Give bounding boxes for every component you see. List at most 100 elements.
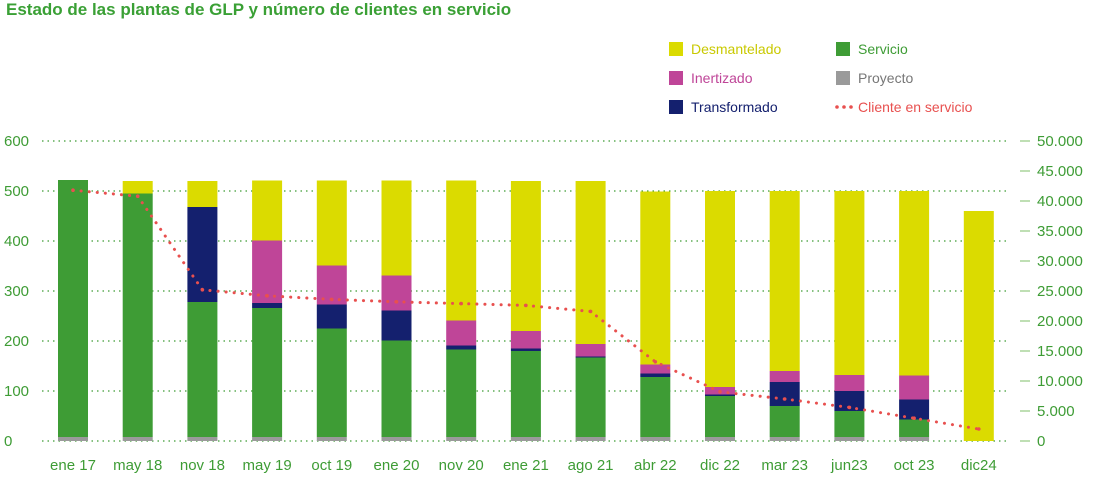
line-point bbox=[782, 397, 787, 401]
bar-servicio bbox=[58, 180, 88, 437]
y-tick-label: 400 bbox=[4, 233, 29, 250]
bar-proyecto bbox=[899, 437, 930, 441]
bar-transformado bbox=[316, 304, 347, 329]
bar-proyecto bbox=[575, 437, 606, 441]
y2-tick-label: 0 bbox=[1037, 433, 1045, 450]
bar-proyecto bbox=[834, 437, 865, 441]
line-point bbox=[459, 301, 464, 306]
y2-tick-label: 35.000 bbox=[1037, 223, 1083, 240]
legend-swatch bbox=[669, 100, 683, 114]
line-point bbox=[330, 297, 334, 302]
legend-swatch bbox=[669, 71, 683, 85]
line-point bbox=[588, 309, 593, 314]
bar-transformado bbox=[705, 394, 735, 396]
x-tick-label: jun23 bbox=[830, 457, 868, 474]
bar-servicio bbox=[705, 396, 735, 437]
legend-label: Proyecto bbox=[858, 70, 913, 86]
y-tick-label: 600 bbox=[4, 133, 29, 150]
bar-transformado bbox=[899, 399, 930, 420]
bar-desmantelado bbox=[963, 211, 994, 441]
bar-desmantelado bbox=[316, 180, 347, 266]
bar-servicio bbox=[510, 351, 541, 437]
legend-label: Desmantelado bbox=[691, 41, 781, 57]
legend-label: Transformado bbox=[691, 99, 778, 115]
bar-inertizado bbox=[899, 375, 930, 400]
bar-servicio bbox=[769, 406, 800, 437]
line-point bbox=[653, 360, 658, 364]
line-point bbox=[977, 427, 981, 431]
y2-tick-label: 10.000 bbox=[1037, 373, 1083, 390]
line-point bbox=[524, 303, 528, 308]
chart-title: Estado de las plantas de GLP y número de… bbox=[6, 0, 512, 19]
bar-proyecto bbox=[122, 437, 153, 441]
legend-swatch bbox=[836, 42, 850, 56]
y2-tick-label: 15.000 bbox=[1037, 343, 1083, 360]
bar-proyecto bbox=[381, 437, 412, 441]
y2-tick-label: 50.000 bbox=[1037, 133, 1083, 150]
bar-desmantelado bbox=[252, 180, 283, 241]
bar-proyecto bbox=[187, 437, 218, 441]
line-point bbox=[200, 288, 205, 292]
bar-desmantelado bbox=[122, 181, 153, 194]
bar-desmantelado bbox=[187, 181, 218, 207]
line-point bbox=[912, 416, 916, 421]
x-tick-label: abr 22 bbox=[634, 457, 677, 474]
y-tick-label: 500 bbox=[4, 183, 29, 200]
bar-transformado bbox=[640, 373, 671, 377]
y-tick-label: 100 bbox=[4, 383, 29, 400]
x-tick-label: ene 17 bbox=[50, 457, 96, 474]
bar-transformado bbox=[446, 345, 477, 350]
x-tick-label: may 19 bbox=[242, 457, 291, 474]
y-tick-label: 200 bbox=[4, 333, 29, 350]
y2-tick-label: 5.000 bbox=[1037, 403, 1075, 420]
legend-label: Cliente en servicio bbox=[858, 99, 973, 115]
bar-transformado bbox=[510, 348, 541, 351]
x-tick-label: nov 18 bbox=[180, 457, 225, 474]
x-tick-label: dic 22 bbox=[700, 457, 740, 474]
bar-desmantelado bbox=[899, 191, 930, 376]
bar-transformado bbox=[575, 356, 606, 358]
bar-proyecto bbox=[316, 437, 347, 441]
x-tick-label: ene 21 bbox=[503, 457, 549, 474]
bar-transformado bbox=[769, 382, 800, 406]
line-point bbox=[718, 390, 722, 394]
legend-swatch bbox=[669, 42, 683, 56]
x-tick-label: oct 23 bbox=[894, 457, 935, 474]
bar-proyecto bbox=[640, 437, 671, 441]
legend-label: Servicio bbox=[858, 41, 908, 57]
bar-desmantelado bbox=[640, 191, 671, 365]
bar-desmantelado bbox=[575, 181, 606, 344]
bar-desmantelado bbox=[381, 180, 412, 276]
x-tick-label: oct 19 bbox=[311, 457, 352, 474]
bar-servicio bbox=[252, 308, 283, 437]
bar-inertizado bbox=[252, 240, 283, 303]
bar-proyecto bbox=[58, 437, 88, 441]
bar-desmantelado bbox=[769, 191, 800, 371]
y2-tick-label: 40.000 bbox=[1037, 193, 1083, 210]
x-tick-label: mar 23 bbox=[761, 457, 808, 474]
bar-inertizado bbox=[640, 364, 671, 374]
legend-line-dot bbox=[849, 105, 853, 109]
line-point bbox=[394, 300, 399, 304]
bar-proyecto bbox=[446, 437, 477, 441]
bar-servicio bbox=[834, 411, 865, 437]
bar-desmantelado bbox=[834, 191, 865, 375]
line-point bbox=[135, 194, 140, 198]
bar-inertizado bbox=[446, 320, 477, 346]
y2-tick-label: 25.000 bbox=[1037, 283, 1083, 300]
y2-tick-label: 30.000 bbox=[1037, 253, 1083, 270]
bar-servicio bbox=[640, 377, 671, 437]
bar-proyecto bbox=[252, 437, 283, 441]
bar-desmantelado bbox=[510, 181, 541, 331]
bar-desmantelado bbox=[446, 180, 477, 321]
bar-proyecto bbox=[510, 437, 541, 441]
x-tick-label: may 18 bbox=[113, 457, 162, 474]
bar-servicio bbox=[575, 357, 606, 437]
bar-transformado bbox=[252, 303, 283, 308]
y2-tick-label: 45.000 bbox=[1037, 163, 1083, 180]
bar-proyecto bbox=[705, 437, 735, 441]
line-point bbox=[847, 405, 852, 410]
bar-servicio bbox=[187, 302, 218, 437]
